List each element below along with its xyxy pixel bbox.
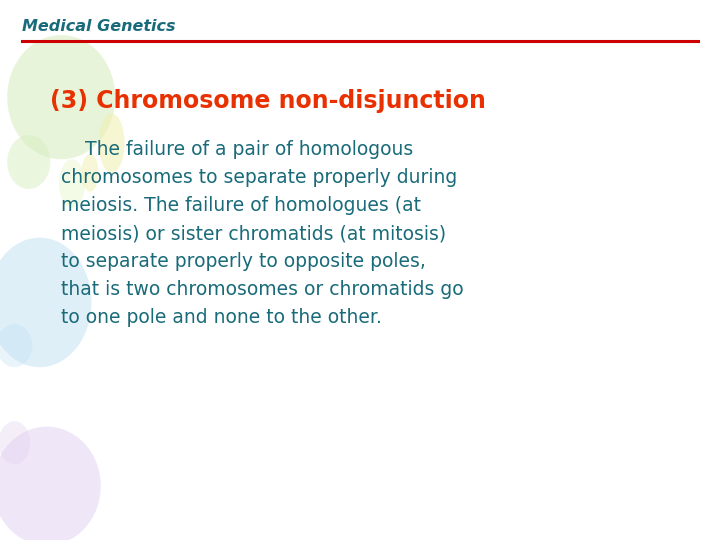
Ellipse shape [7,35,115,159]
Ellipse shape [7,135,50,189]
Text: (3) Chromosome non-disjunction: (3) Chromosome non-disjunction [50,89,486,113]
Ellipse shape [0,421,30,464]
Text: The failure of a pair of homologous
chromosomes to separate properly during
meio: The failure of a pair of homologous chro… [61,140,464,327]
Text: Medical Genetics: Medical Genetics [22,19,175,34]
Ellipse shape [0,324,32,367]
Ellipse shape [99,113,125,173]
Ellipse shape [81,154,99,192]
Ellipse shape [59,159,85,208]
Ellipse shape [0,427,101,540]
Ellipse shape [0,238,91,367]
